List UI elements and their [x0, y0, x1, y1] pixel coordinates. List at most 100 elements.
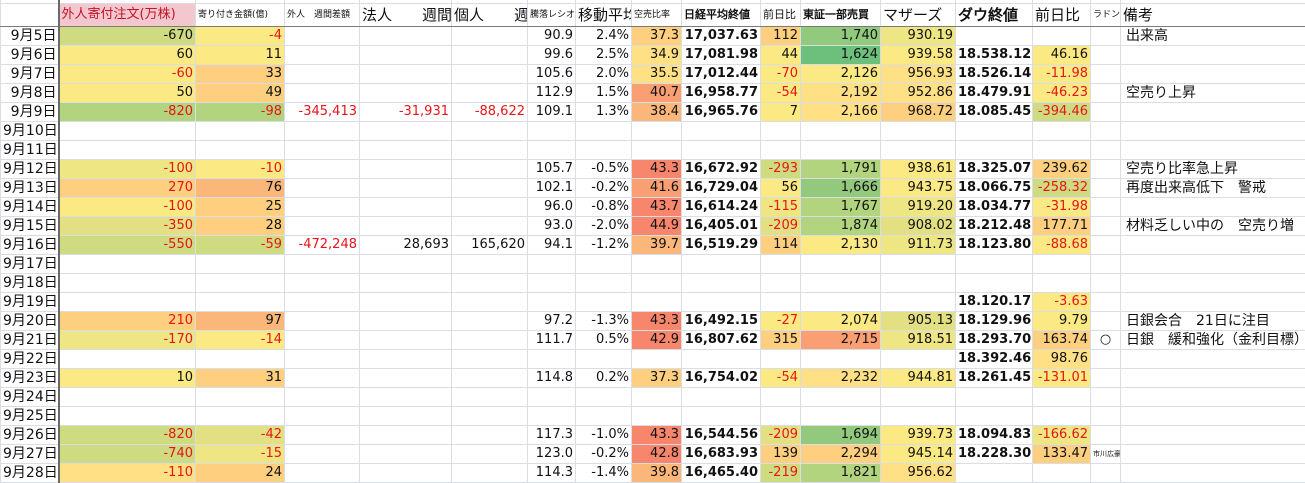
cell-foreign-weekly[interactable]: [285, 141, 360, 160]
cell-short-sell-ratio[interactable]: [632, 388, 682, 407]
cell-dow-close[interactable]: 18.293.70: [956, 331, 1033, 350]
cell-mothers[interactable]: [881, 293, 956, 312]
cell-radon[interactable]: [1091, 198, 1121, 217]
row-date[interactable]: 9月28日: [1, 464, 59, 483]
cell-foreign-orders[interactable]: [59, 255, 196, 274]
cell-tse-volume[interactable]: 1,767: [801, 198, 881, 217]
cell-nikkei-change[interactable]: [761, 350, 801, 369]
cell-advance-decline-ratio[interactable]: 111.7: [528, 331, 576, 350]
row-date[interactable]: 9月16日: [1, 236, 59, 255]
cell-tse-volume[interactable]: 2,192: [801, 84, 881, 103]
cell-opening-amount[interactable]: -59: [196, 236, 285, 255]
cell-foreign-weekly[interactable]: [285, 122, 360, 141]
cell-corporate-weekly[interactable]: [360, 464, 452, 483]
cell-short-sell-ratio[interactable]: 37.3: [632, 27, 682, 46]
cell-dow-close[interactable]: 18.526.14: [956, 65, 1033, 84]
cell-dow-close[interactable]: 18.123.80: [956, 236, 1033, 255]
cell-opening-amount[interactable]: -14: [196, 331, 285, 350]
cell-corporate-weekly[interactable]: [360, 160, 452, 179]
cell-notes[interactable]: [1121, 255, 1305, 274]
cell-advance-decline-ratio[interactable]: 105.7: [528, 160, 576, 179]
cell-tse-volume[interactable]: [801, 388, 881, 407]
cell-opening-amount[interactable]: [196, 293, 285, 312]
cell-individual-weekly[interactable]: -88,622: [452, 103, 528, 122]
cell-dow-close[interactable]: 18.066.75: [956, 179, 1033, 198]
cell-nikkei-change[interactable]: -209: [761, 217, 801, 236]
cell-tse-volume[interactable]: 2,130: [801, 236, 881, 255]
cell-foreign-weekly[interactable]: [285, 350, 360, 369]
row-date[interactable]: 9月26日: [1, 426, 59, 445]
cell-mothers[interactable]: 918.51: [881, 331, 956, 350]
cell-corporate-weekly[interactable]: [360, 331, 452, 350]
cell-moving-average[interactable]: -2.0%: [576, 217, 632, 236]
cell-corporate-weekly[interactable]: [360, 27, 452, 46]
cell-individual-weekly[interactable]: [452, 312, 528, 331]
cell-nikkei-change[interactable]: [761, 255, 801, 274]
cell-corporate-weekly[interactable]: [360, 388, 452, 407]
cell-dow-close[interactable]: [956, 141, 1033, 160]
cell-notes[interactable]: [1121, 141, 1305, 160]
cell-mothers[interactable]: 930.19: [881, 27, 956, 46]
row-date[interactable]: 9月17日: [1, 255, 59, 274]
cell-mothers[interactable]: [881, 350, 956, 369]
cell-individual-weekly[interactable]: [452, 27, 528, 46]
cell-radon[interactable]: [1091, 274, 1121, 293]
cell-opening-amount[interactable]: [196, 255, 285, 274]
cell-dow-close[interactable]: 18.228.30: [956, 445, 1033, 464]
cell-nikkei-close[interactable]: [682, 274, 761, 293]
cell-short-sell-ratio[interactable]: 43.3: [632, 312, 682, 331]
cell-advance-decline-ratio[interactable]: [528, 255, 576, 274]
cell-advance-decline-ratio[interactable]: 112.9: [528, 84, 576, 103]
cell-tse-volume[interactable]: 2,126: [801, 65, 881, 84]
cell-radon[interactable]: [1091, 407, 1121, 426]
cell-foreign-weekly[interactable]: [285, 217, 360, 236]
cell-notes[interactable]: 出来高: [1121, 27, 1305, 46]
cell-corporate-weekly[interactable]: [360, 141, 452, 160]
cell-radon[interactable]: [1091, 426, 1121, 445]
cell-advance-decline-ratio[interactable]: 93.0: [528, 217, 576, 236]
cell-nikkei-close[interactable]: 17,012.44: [682, 65, 761, 84]
cell-dow-change[interactable]: 98.76: [1033, 350, 1091, 369]
cell-mothers[interactable]: 939.58: [881, 46, 956, 65]
cell-opening-amount[interactable]: -15: [196, 445, 285, 464]
cell-radon[interactable]: [1091, 255, 1121, 274]
cell-short-sell-ratio[interactable]: 42.8: [632, 445, 682, 464]
cell-nikkei-close[interactable]: 16,405.01: [682, 217, 761, 236]
cell-nikkei-change[interactable]: [761, 407, 801, 426]
header-foreign-orders[interactable]: 外人寄付注文(万株): [59, 4, 196, 27]
row-date[interactable]: 9月19日: [1, 293, 59, 312]
cell-foreign-weekly[interactable]: -345,413: [285, 103, 360, 122]
cell-foreign-weekly[interactable]: [285, 293, 360, 312]
cell-advance-decline-ratio[interactable]: [528, 407, 576, 426]
cell-corporate-weekly[interactable]: 28,693: [360, 236, 452, 255]
cell-individual-weekly[interactable]: [452, 198, 528, 217]
cell-opening-amount[interactable]: [196, 141, 285, 160]
cell-dow-close[interactable]: 18.325.07: [956, 160, 1033, 179]
cell-advance-decline-ratio[interactable]: 102.1: [528, 179, 576, 198]
cell-mothers[interactable]: 956.93: [881, 65, 956, 84]
cell-foreign-weekly[interactable]: [285, 198, 360, 217]
cell-advance-decline-ratio[interactable]: [528, 350, 576, 369]
cell-dow-close[interactable]: 18.129.96: [956, 312, 1033, 331]
cell-tse-volume[interactable]: [801, 274, 881, 293]
row-date[interactable]: 9月11日: [1, 141, 59, 160]
cell-radon[interactable]: [1091, 350, 1121, 369]
cell-notes[interactable]: 空売り比率急上昇: [1121, 160, 1305, 179]
cell-notes[interactable]: [1121, 122, 1305, 141]
cell-moving-average[interactable]: -0.2%: [576, 179, 632, 198]
cell-advance-decline-ratio[interactable]: 114.3: [528, 464, 576, 483]
cell-individual-weekly[interactable]: [452, 293, 528, 312]
cell-radon[interactable]: [1091, 84, 1121, 103]
cell-foreign-orders[interactable]: -110: [59, 464, 196, 483]
cell-individual-weekly[interactable]: [452, 331, 528, 350]
cell-foreign-orders[interactable]: -100: [59, 160, 196, 179]
cell-short-sell-ratio[interactable]: 39.7: [632, 236, 682, 255]
cell-opening-amount[interactable]: [196, 122, 285, 141]
cell-foreign-orders[interactable]: [59, 407, 196, 426]
cell-foreign-weekly[interactable]: [285, 445, 360, 464]
header-nikkei-close[interactable]: 日経平均終値: [682, 4, 761, 27]
cell-radon[interactable]: [1091, 464, 1121, 483]
cell-foreign-weekly[interactable]: [285, 369, 360, 388]
cell-radon[interactable]: [1091, 27, 1121, 46]
cell-notes[interactable]: [1121, 103, 1305, 122]
